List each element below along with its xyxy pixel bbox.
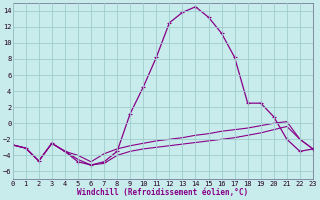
X-axis label: Windchill (Refroidissement éolien,°C): Windchill (Refroidissement éolien,°C) xyxy=(77,188,248,197)
